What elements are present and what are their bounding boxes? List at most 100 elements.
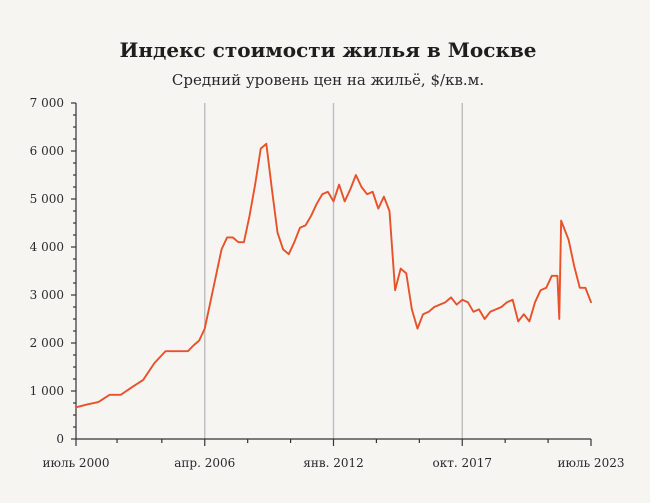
data-point bbox=[377, 207, 379, 209]
data-point bbox=[495, 308, 497, 310]
x-tick-label: янв. 2012 bbox=[303, 456, 364, 470]
data-point bbox=[560, 219, 562, 221]
data-point bbox=[433, 306, 435, 308]
data-point bbox=[164, 350, 166, 352]
data-point bbox=[327, 191, 329, 193]
data-point bbox=[192, 344, 194, 346]
data-point bbox=[265, 143, 267, 145]
data-point bbox=[209, 301, 211, 303]
data-point bbox=[573, 265, 575, 267]
y-tick-label: 4 000 bbox=[30, 240, 64, 254]
data-point bbox=[271, 188, 273, 190]
data-point bbox=[176, 350, 178, 352]
data-point bbox=[439, 303, 441, 305]
x-tick-label: окт. 2017 bbox=[432, 456, 492, 470]
x-tick-label: апр. 2006 bbox=[174, 456, 235, 470]
x-tick-label: июль 2000 bbox=[43, 456, 110, 470]
data-point bbox=[405, 272, 407, 274]
data-point bbox=[590, 301, 592, 303]
y-tick-label: 6 000 bbox=[30, 144, 64, 158]
data-point bbox=[220, 248, 222, 250]
data-point bbox=[316, 203, 318, 205]
series-layer bbox=[75, 142, 592, 409]
data-point bbox=[260, 147, 262, 149]
data-point bbox=[467, 301, 469, 303]
x-axis-ticks: июль 2000 апр. 2006 янв. 2012 окт. 2017 июль… bbox=[43, 439, 625, 470]
y-tick-label: 2 000 bbox=[30, 336, 64, 350]
grid bbox=[204, 103, 463, 439]
data-point bbox=[523, 313, 525, 315]
data-point bbox=[355, 174, 357, 176]
data-point bbox=[97, 401, 99, 403]
data-point bbox=[276, 231, 278, 233]
chart-subtitle: Средний уровень цен на жильё, $/кв.м. bbox=[172, 71, 484, 89]
y-tick-label: 3 000 bbox=[30, 288, 64, 302]
data-point bbox=[394, 289, 396, 291]
data-point bbox=[534, 301, 536, 303]
chart-title: Индекс стоимости жилья в Москве bbox=[119, 38, 536, 62]
x-tick-label: июль 2023 bbox=[558, 456, 625, 470]
data-point bbox=[131, 386, 133, 388]
data-point bbox=[108, 394, 110, 396]
y-tick-label: 7 000 bbox=[30, 96, 64, 110]
y-tick-label: 1 000 bbox=[30, 384, 64, 398]
data-point bbox=[321, 193, 323, 195]
data-point bbox=[349, 188, 351, 190]
data-point bbox=[461, 299, 463, 301]
data-point bbox=[153, 362, 155, 364]
data-point bbox=[332, 200, 334, 202]
data-point bbox=[528, 320, 530, 322]
data-point bbox=[517, 320, 519, 322]
data-point bbox=[75, 406, 77, 408]
data-point bbox=[399, 267, 401, 269]
data-point bbox=[371, 191, 373, 193]
data-point bbox=[282, 248, 284, 250]
data-point bbox=[558, 318, 560, 320]
data-point bbox=[232, 236, 234, 238]
data-point bbox=[366, 193, 368, 195]
data-point bbox=[226, 236, 228, 238]
data-point bbox=[388, 210, 390, 212]
data-point bbox=[288, 253, 290, 255]
data-point bbox=[450, 296, 452, 298]
data-point bbox=[243, 241, 245, 243]
data-point bbox=[344, 200, 346, 202]
data-point bbox=[383, 195, 385, 197]
data-point bbox=[416, 327, 418, 329]
data-point bbox=[187, 350, 189, 352]
y-tick-label: 0 bbox=[56, 432, 64, 446]
data-point bbox=[427, 311, 429, 313]
y-tick-label: 5 000 bbox=[30, 192, 64, 206]
data-point bbox=[489, 311, 491, 313]
data-point bbox=[254, 183, 256, 185]
data-point bbox=[237, 241, 239, 243]
data-point bbox=[299, 227, 301, 229]
data-point bbox=[304, 224, 306, 226]
data-point bbox=[411, 308, 413, 310]
data-point bbox=[556, 275, 558, 277]
y-axis-ticks: 0 1 000 2 000 3 000 4 000 5 000 6 000 7 000 bbox=[30, 96, 76, 446]
data-point bbox=[579, 287, 581, 289]
data-point bbox=[500, 306, 502, 308]
data-point bbox=[198, 339, 200, 341]
data-point bbox=[338, 183, 340, 185]
data-point bbox=[545, 287, 547, 289]
data-point bbox=[248, 215, 250, 217]
data-point bbox=[584, 287, 586, 289]
data-point bbox=[204, 327, 206, 329]
data-point bbox=[360, 186, 362, 188]
data-point bbox=[310, 215, 312, 217]
data-point bbox=[120, 394, 122, 396]
data-point bbox=[483, 318, 485, 320]
data-point bbox=[472, 311, 474, 313]
data-point bbox=[86, 403, 88, 405]
data-point bbox=[478, 308, 480, 310]
data-point bbox=[293, 241, 295, 243]
data-point bbox=[215, 275, 217, 277]
data-point bbox=[567, 239, 569, 241]
data-point bbox=[444, 301, 446, 303]
data-point bbox=[455, 303, 457, 305]
series-line bbox=[75, 142, 592, 409]
